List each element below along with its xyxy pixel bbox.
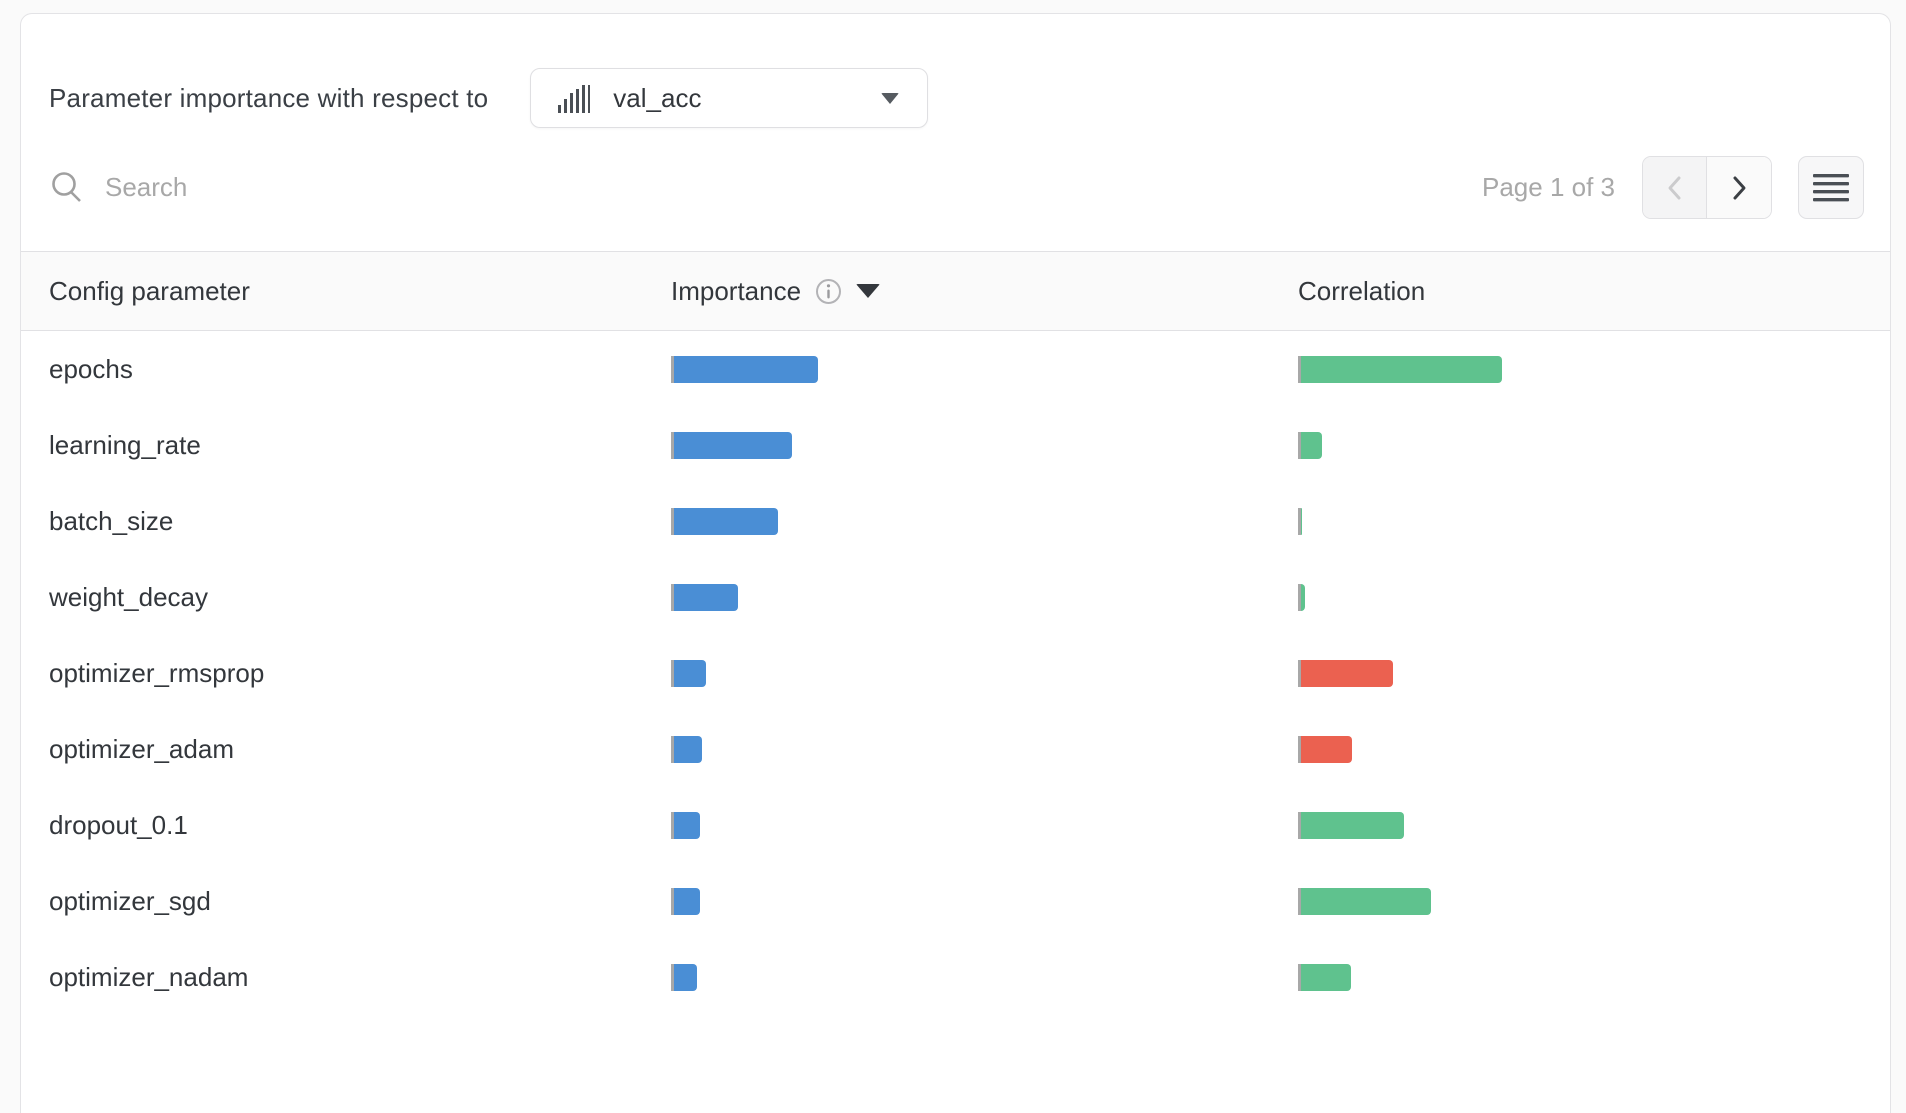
importance-bar[interactable] <box>674 887 700 915</box>
toolbar: Page 1 of 3 <box>49 156 1864 219</box>
parameter-name: epochs <box>49 353 133 384</box>
zero-axis-tick <box>671 811 674 839</box>
parameter-name: batch_size <box>49 505 174 536</box>
parameter-rows: epochs learning_rate batch_size weight_deca… <box>21 331 1890 1015</box>
importance-bar[interactable] <box>674 355 818 383</box>
chevron-left-icon <box>1668 176 1680 199</box>
sort-desc-icon[interactable] <box>856 284 881 298</box>
correlation-bar[interactable] <box>1301 887 1431 915</box>
importance-bar-cell <box>671 659 1298 687</box>
chevron-down-icon <box>881 92 900 104</box>
correlation-bar-cell <box>1298 963 1890 991</box>
correlation-bar-cell <box>1298 431 1890 459</box>
parameter-name: optimizer_sgd <box>49 885 211 916</box>
correlation-bar[interactable] <box>1301 507 1302 535</box>
importance-bar[interactable] <box>674 735 702 763</box>
page-indicator: Page 1 of 3 <box>1482 172 1615 202</box>
table-row: learning_rate <box>21 407 1890 483</box>
column-header-config-parameter: Config parameter <box>49 275 250 306</box>
importance-bar[interactable] <box>674 659 706 687</box>
table-row: optimizer_rmsprop <box>21 635 1890 711</box>
zero-axis-tick <box>1298 963 1301 991</box>
importance-bar[interactable] <box>674 507 778 535</box>
importance-bar-cell <box>671 355 1298 383</box>
search-icon <box>52 171 81 202</box>
zero-axis-tick <box>1298 735 1301 763</box>
table-row: optimizer_sgd <box>21 863 1890 939</box>
correlation-bar-cell <box>1298 735 1890 763</box>
importance-bar-cell <box>671 963 1298 991</box>
zero-axis-tick <box>671 431 674 459</box>
parameter-name: optimizer_rmsprop <box>49 657 265 688</box>
table-header: Config parameter Importance Correlation <box>21 251 1890 331</box>
zero-axis-tick <box>1298 583 1301 611</box>
metric-selected-value: val_acc <box>613 82 702 113</box>
correlation-bar-cell <box>1298 355 1890 383</box>
correlation-bar[interactable] <box>1301 583 1305 611</box>
next-page-button[interactable] <box>1707 157 1771 218</box>
zero-axis-tick <box>671 355 674 383</box>
parameter-name: optimizer_nadam <box>49 961 249 992</box>
zero-axis-tick <box>1298 811 1301 839</box>
importance-bar-cell <box>671 583 1298 611</box>
zero-axis-tick <box>1298 431 1301 459</box>
importance-bar-cell <box>671 431 1298 459</box>
table-row: epochs <box>21 331 1890 407</box>
correlation-bar[interactable] <box>1301 431 1322 459</box>
correlation-bar[interactable] <box>1301 811 1404 839</box>
correlation-bar[interactable] <box>1301 963 1351 991</box>
table-row: dropout_0.1 <box>21 787 1890 863</box>
parameter-name: weight_decay <box>49 581 208 612</box>
correlation-bar-cell <box>1298 659 1890 687</box>
importance-bar-cell <box>671 735 1298 763</box>
importance-bar-cell <box>671 887 1298 915</box>
zero-axis-tick <box>1298 507 1301 535</box>
zero-axis-tick <box>1298 659 1301 687</box>
column-header-importance[interactable]: Importance <box>671 276 1298 307</box>
metric-bars-icon <box>558 85 591 113</box>
panel-header: Parameter importance with respect to val… <box>49 68 1890 128</box>
importance-bar-cell <box>671 811 1298 839</box>
parameter-name: dropout_0.1 <box>49 809 188 840</box>
importance-bar-cell <box>671 507 1298 535</box>
search-box[interactable] <box>49 170 1482 206</box>
importance-bar[interactable] <box>674 811 700 839</box>
column-header-correlation: Correlation <box>1298 275 1426 306</box>
zero-axis-tick <box>671 887 674 915</box>
chevron-right-icon <box>1733 176 1746 199</box>
importance-bar[interactable] <box>674 583 738 611</box>
correlation-bar[interactable] <box>1301 659 1393 687</box>
zero-axis-tick <box>671 735 674 763</box>
info-icon[interactable] <box>815 278 842 305</box>
correlation-bar[interactable] <box>1301 735 1352 763</box>
parameter-importance-panel: Parameter importance with respect to val… <box>20 13 1891 1113</box>
previous-page-button[interactable] <box>1643 157 1707 218</box>
correlation-bar-cell <box>1298 811 1890 839</box>
table-row: optimizer_nadam <box>21 939 1890 1015</box>
zero-axis-tick <box>671 659 674 687</box>
correlation-bar-cell <box>1298 583 1890 611</box>
zero-axis-tick <box>671 963 674 991</box>
table-row: batch_size <box>21 483 1890 559</box>
metric-select[interactable]: val_acc <box>530 68 929 128</box>
zero-axis-tick <box>1298 887 1301 915</box>
panel-menu-button[interactable] <box>1798 156 1864 219</box>
zero-axis-tick <box>671 583 674 611</box>
correlation-bar-cell <box>1298 887 1890 915</box>
table-row: weight_decay <box>21 559 1890 635</box>
panel-title: Parameter importance with respect to <box>49 82 489 113</box>
zero-axis-tick <box>1298 355 1301 383</box>
search-input[interactable] <box>105 172 605 203</box>
correlation-bar-cell <box>1298 507 1890 535</box>
pagination-control <box>1642 156 1772 219</box>
table-row: optimizer_adam <box>21 711 1890 787</box>
parameter-name: learning_rate <box>49 429 201 460</box>
parameter-name: optimizer_adam <box>49 733 234 764</box>
zero-axis-tick <box>671 507 674 535</box>
importance-bar[interactable] <box>674 431 792 459</box>
menu-lines-icon <box>1813 173 1849 201</box>
importance-bar[interactable] <box>674 963 697 991</box>
correlation-bar[interactable] <box>1301 355 1502 383</box>
